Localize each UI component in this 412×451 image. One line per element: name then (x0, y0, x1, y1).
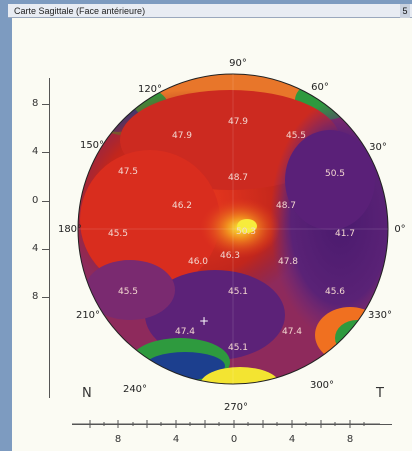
curvature-value: 45.6 (325, 287, 345, 297)
angle-label-180: 180° (58, 224, 82, 235)
angle-label-240: 240° (123, 384, 147, 395)
y-tick-label: 4 (32, 243, 39, 254)
x-tick-label: 8 (114, 434, 122, 445)
angle-label-210: 210° (76, 310, 100, 321)
curvature-value: 47.4 (175, 327, 195, 337)
curvature-value: 48.7 (228, 173, 248, 183)
y-tick-label: 8 (32, 98, 39, 109)
curvature-value: 45.5 (286, 131, 306, 141)
curvature-value: 45.5 (108, 229, 128, 239)
curvature-value: 46.3 (220, 251, 240, 261)
curvature-value: 47.9 (172, 131, 192, 141)
curvature-value: 45.5 (118, 287, 138, 297)
nasal-label: N (82, 386, 92, 401)
x-tick-label: 4 (172, 434, 180, 445)
window-title: Carte Sagittale (Face antérieure) (14, 6, 146, 16)
svg-text:+: + (199, 314, 209, 328)
angle-label-150: 150° (80, 140, 104, 151)
angle-label-300: 300° (310, 380, 334, 391)
y-axis-line (49, 78, 50, 398)
curvature-value: 47.9 (228, 117, 248, 127)
angle-label-120: 120° (138, 84, 162, 95)
curvature-value: 47.4 (282, 327, 302, 337)
window-title-bar[interactable]: Carte Sagittale (Face antérieure) 5 (8, 4, 412, 18)
x-tick-label: 4 (288, 434, 296, 445)
x-tick-label: 8 (346, 434, 354, 445)
angle-label-30: 30° (369, 142, 387, 153)
curvature-value: 50.3 (236, 227, 256, 237)
angle-label-0: 0° (394, 224, 405, 235)
curvature-value: 46.0 (188, 257, 208, 267)
curvature-value: 47.5 (118, 167, 138, 177)
angle-label-60: 60° (311, 82, 329, 93)
temporal-label: T (376, 386, 384, 401)
y-tick (42, 201, 50, 202)
angle-label-270: 270° (224, 402, 248, 413)
y-tick-label: 0 (32, 195, 39, 206)
curvature-value: 48.7 (276, 201, 296, 211)
y-tick-label: 4 (32, 146, 39, 157)
curvature-value: 41.7 (335, 229, 355, 239)
y-tick-label: 8 (32, 291, 39, 302)
y-tick (42, 249, 50, 250)
y-tick (42, 104, 50, 105)
y-tick (42, 152, 50, 153)
curvature-value: 45.1 (228, 287, 248, 297)
angle-label-90: 90° (229, 58, 247, 69)
y-tick (42, 297, 50, 298)
window-title-suffix: 5 (400, 4, 410, 18)
curvature-value: 50.5 (325, 169, 345, 179)
curvature-value: 47.8 (278, 257, 298, 267)
angle-label-330: 330° (368, 310, 392, 321)
curvature-value: 46.2 (172, 201, 192, 211)
x-tick-label: 0 (230, 434, 238, 445)
curvature-value: 45.1 (228, 343, 248, 353)
